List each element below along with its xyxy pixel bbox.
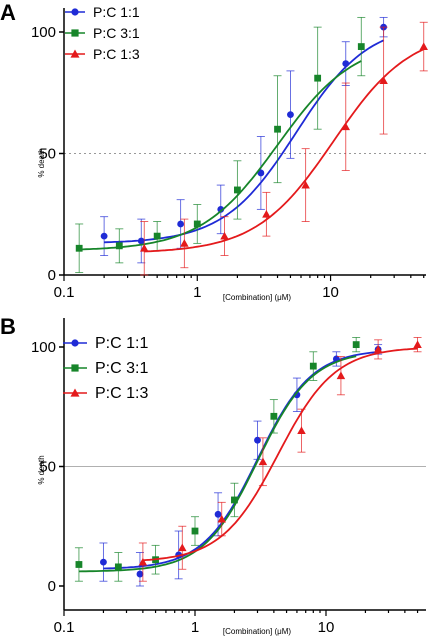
panel-a-series-3-point [139,244,149,252]
panel-b-xtick-label: 1 [191,619,199,636]
panel-b-ytick-label: 0 [48,578,56,595]
panel-a-legend-label-3: P:C 1:3 [93,46,140,62]
panel-b-ytick-label: 100 [31,339,56,356]
panel-b-series-3-point [217,514,226,523]
panel-b-legend-marker-2 [71,364,79,372]
panel-a-series-3-point [220,231,229,240]
panel-a-xtick-label: 10 [322,284,339,301]
panel-a-legend-label-2: P:C 3:1 [93,25,140,41]
panel-b-ylabel: % death [37,455,46,484]
panel-b-series-1-point [254,436,261,444]
panel-a-series-1 [100,16,388,264]
panel-b-series-2-point [352,341,360,349]
panel-b-series-3-point [413,340,422,349]
panel-b-series-2-fit-curve [78,355,357,573]
panel-a-legend-marker-2 [71,29,79,37]
panel-b-series-3-point [297,426,306,435]
panel-a-xtick-label: 0.1 [54,284,75,301]
panel-b-series-3 [138,336,422,582]
panel-b-legend-label-3: P:C 1:3 [95,385,148,402]
panel-b-xlabel: [Combination] (μM) [223,627,292,636]
panel-b: B % death [Combination] (μM) 0 50 100 0.1 1 1… [0,314,426,636]
panel-a-series-3-fit-curve [144,48,425,253]
panel-a-xtick-label: 1 [193,284,201,301]
panel-a-series-3-point [180,239,189,247]
panel-a-series-3-point [379,76,388,84]
panel-a: A % death [Combination] (μM) 0 50 100 0.1 1 1… [0,0,428,302]
panel-a-legend-label-1: P:C 1:1 [93,4,140,20]
panel-b-series-1-point [214,510,222,518]
panel-b-legend-marker-1 [71,339,79,347]
panel-b-series-2-point [231,496,238,504]
panel-a-series-3-point [262,210,271,218]
panel-b-series-1-point [136,570,144,578]
panel-a-series-2 [75,16,366,274]
panel-a-series-1-fit-curve [104,39,384,244]
panel-a-letter: A [0,0,16,25]
panel-b-series-2-point [309,362,317,370]
panel-a-series-2-point [193,220,201,228]
panel-b-legend-label-1: P:C 1:1 [95,335,148,352]
panel-a-xlabel: [Combination] (μM) [223,293,292,302]
panel-a-series-2-point [115,242,123,250]
panel-a-series-2-point [357,43,365,50]
panel-b-series-3-point [178,543,187,552]
panel-a-ytick-label: 100 [31,24,56,41]
panel-b-series-3-point [373,345,383,353]
panel-a-legend-marker-3 [70,49,80,58]
panel-b-series-3-fit-curve [142,347,418,562]
panel-b-series-3-point [258,457,268,466]
panel-b-series-2-point [75,561,83,568]
panel-a-ylabel: % death [37,148,46,177]
panel-b-series-3-point [138,557,148,566]
panel-a-series-1-point [342,60,350,67]
panel-a-series-2-fit-curve [79,60,362,251]
panel-b-series-2-point [191,527,199,535]
panel-b-series-1-fit-curve [103,351,379,570]
panel-a-series-1-point [287,111,294,119]
panel-a-series-3-point [341,122,351,131]
panel-b-legend-marker-3 [70,388,80,397]
panel-a-series-1-point [217,205,225,213]
panel-a-series-2-point [153,232,161,240]
panel-b-series-3-point [336,371,346,380]
panel-a-ytick-label: 50 [39,146,56,163]
panel-b-series-1 [99,344,383,587]
panel-a-series-2-point [75,244,83,252]
panel-a-series-2-point [314,74,322,82]
panel-b-series-2-point [270,412,278,420]
panel-b-legend-label-2: P:C 3:1 [95,360,148,377]
panel-a-series-3-point [419,42,428,50]
panel-a-series-3 [139,21,428,276]
panel-b-series-1-point [293,391,301,399]
panel-a-series-2-point [234,186,241,194]
panel-a-legend-marker-1 [71,8,79,16]
panel-b-ytick-label: 50 [39,459,56,476]
panel-a-series-1-point [177,220,185,228]
panel-b-series-2-point [114,563,122,571]
panel-b-xtick-label: 10 [318,619,335,636]
panel-a-series-2-point [274,125,281,133]
panel-b-series-2 [74,336,361,582]
panel-a-ytick-label: 0 [48,267,56,284]
panel-a-series-1-point [257,169,265,177]
panel-b-xtick-label: 0.1 [54,619,75,636]
panel-a-series-3-point [301,180,310,189]
panel-a-series-1-point [137,237,145,245]
panel-b-letter: B [0,314,16,339]
panel-a-series-1-point [100,232,108,240]
panel-b-series-1-point [100,558,107,566]
